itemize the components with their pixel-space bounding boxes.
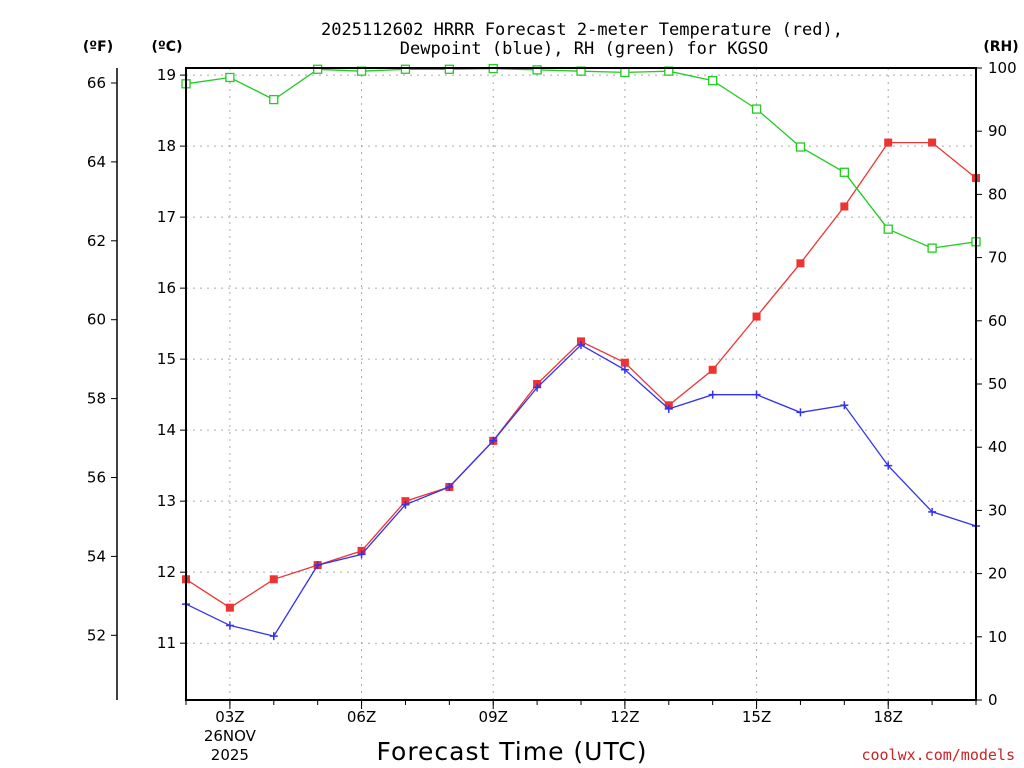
fahrenheit-tick-label: 60 <box>87 311 106 329</box>
time-tick-label: 03Z <box>215 708 244 726</box>
dewpoint-point <box>752 390 761 399</box>
fahrenheit-tick-label: 54 <box>87 547 106 565</box>
dewpoint-point <box>884 461 893 470</box>
temperature-point <box>752 312 761 321</box>
fahrenheit-unit-label: (ºF) <box>83 39 113 55</box>
temperature-line <box>185 141 977 609</box>
dewpoint-point <box>489 436 498 445</box>
rh-tick-label: 10 <box>988 628 1007 646</box>
temperature-point <box>269 575 278 584</box>
date-label-day: 26NOV <box>204 727 257 745</box>
celsius-tick-label: 18 <box>157 137 176 155</box>
temperature-series <box>182 138 980 612</box>
rh-axis: 0 10 20 30 40 50 60 70 80 90 100 <box>976 59 1017 709</box>
rh-point <box>313 64 323 74</box>
rh-line <box>185 67 977 249</box>
rh-point <box>269 94 279 105</box>
rh-tick-label: 70 <box>988 249 1007 267</box>
fahrenheit-tick-label: 52 <box>87 626 106 644</box>
credit-text: coolwx.com/models <box>861 746 1015 764</box>
series-layer <box>181 63 981 641</box>
celsius-tick-label: 14 <box>157 421 176 439</box>
rh-point <box>532 65 542 75</box>
rh-point <box>927 243 937 253</box>
x-axis-title: Forecast Time (UTC) <box>377 737 648 766</box>
celsius-unit-label: (ºC) <box>152 39 183 55</box>
plot-frame <box>185 67 977 701</box>
fahrenheit-tick-label: 62 <box>87 232 106 250</box>
rh-tick-label: 90 <box>988 122 1007 140</box>
date-label-year: 2025 <box>211 746 249 764</box>
rh-point <box>708 75 718 86</box>
chart-title-line2: Dewpoint (blue), RH (green) for KGSO <box>400 39 768 59</box>
rh-tick-label: 50 <box>988 375 1007 393</box>
celsius-tick-label: 11 <box>157 634 176 652</box>
fahrenheit-tick-label: 58 <box>87 390 106 408</box>
temperature-point <box>840 202 849 211</box>
rh-point <box>795 142 806 152</box>
rh-tick-label: 60 <box>988 312 1007 330</box>
dewpoint-point <box>796 408 805 417</box>
rh-tick-label: 20 <box>988 565 1007 583</box>
celsius-tick-label: 15 <box>157 350 176 368</box>
grid-lines <box>186 68 976 700</box>
rh-tick-label: 40 <box>988 438 1007 456</box>
rh-point <box>839 167 849 177</box>
dewpoint-point <box>928 507 937 516</box>
rh-point <box>620 67 630 78</box>
fahrenheit-tick-label: 66 <box>87 74 106 92</box>
dewpoint-point <box>401 500 410 509</box>
time-tick-label: 18Z <box>874 708 903 726</box>
celsius-axis: 11 12 13 14 15 16 17 18 19 <box>157 66 186 652</box>
rh-tick-label: 30 <box>988 501 1007 519</box>
rh-point <box>444 64 454 74</box>
rh-series <box>181 63 981 253</box>
temperature-point <box>225 603 234 612</box>
dewpoint-point <box>445 482 454 491</box>
time-tick-label: 06Z <box>347 708 376 726</box>
rh-point <box>400 64 411 74</box>
dewpoint-point <box>664 404 673 413</box>
celsius-tick-label: 13 <box>157 492 176 510</box>
rh-point <box>751 104 762 114</box>
dewpoint-point <box>577 340 585 349</box>
dewpoint-point <box>357 550 366 559</box>
fahrenheit-tick-label: 56 <box>87 468 106 486</box>
dewpoint-series <box>182 340 980 641</box>
dewpoint-line <box>185 344 977 637</box>
dewpoint-point <box>840 401 849 410</box>
celsius-tick-label: 16 <box>157 279 176 297</box>
fahrenheit-tick-label: 64 <box>87 153 106 171</box>
celsius-tick-label: 19 <box>157 66 176 84</box>
dewpoint-point <box>708 390 717 399</box>
rh-unit-label: (RH) <box>983 39 1018 55</box>
rh-point <box>225 72 235 83</box>
temperature-point <box>884 138 893 147</box>
dewpoint-point <box>313 561 322 570</box>
temperature-point <box>708 365 717 374</box>
rh-tick-label: 0 <box>988 691 998 709</box>
chart-title-line1: 2025112602 HRRR Forecast 2-meter Tempera… <box>321 20 843 40</box>
rh-tick-label: 100 <box>988 59 1017 77</box>
temperature-point <box>928 138 937 147</box>
fahrenheit-axis: 52 54 56 58 60 62 64 66 <box>87 74 117 644</box>
dewpoint-point <box>533 383 542 392</box>
celsius-tick-label: 17 <box>157 208 176 226</box>
dewpoint-point <box>620 365 629 374</box>
temperature-point <box>620 358 629 367</box>
time-tick-label: 09Z <box>479 708 508 726</box>
rh-tick-label: 80 <box>988 185 1007 203</box>
dewpoint-point <box>225 621 234 630</box>
celsius-tick-label: 12 <box>157 563 176 581</box>
dewpoint-point <box>269 632 278 641</box>
temperature-point <box>796 259 805 268</box>
time-tick-label: 15Z <box>742 708 771 726</box>
time-tick-label: 12Z <box>610 708 639 726</box>
rh-point <box>883 224 893 234</box>
